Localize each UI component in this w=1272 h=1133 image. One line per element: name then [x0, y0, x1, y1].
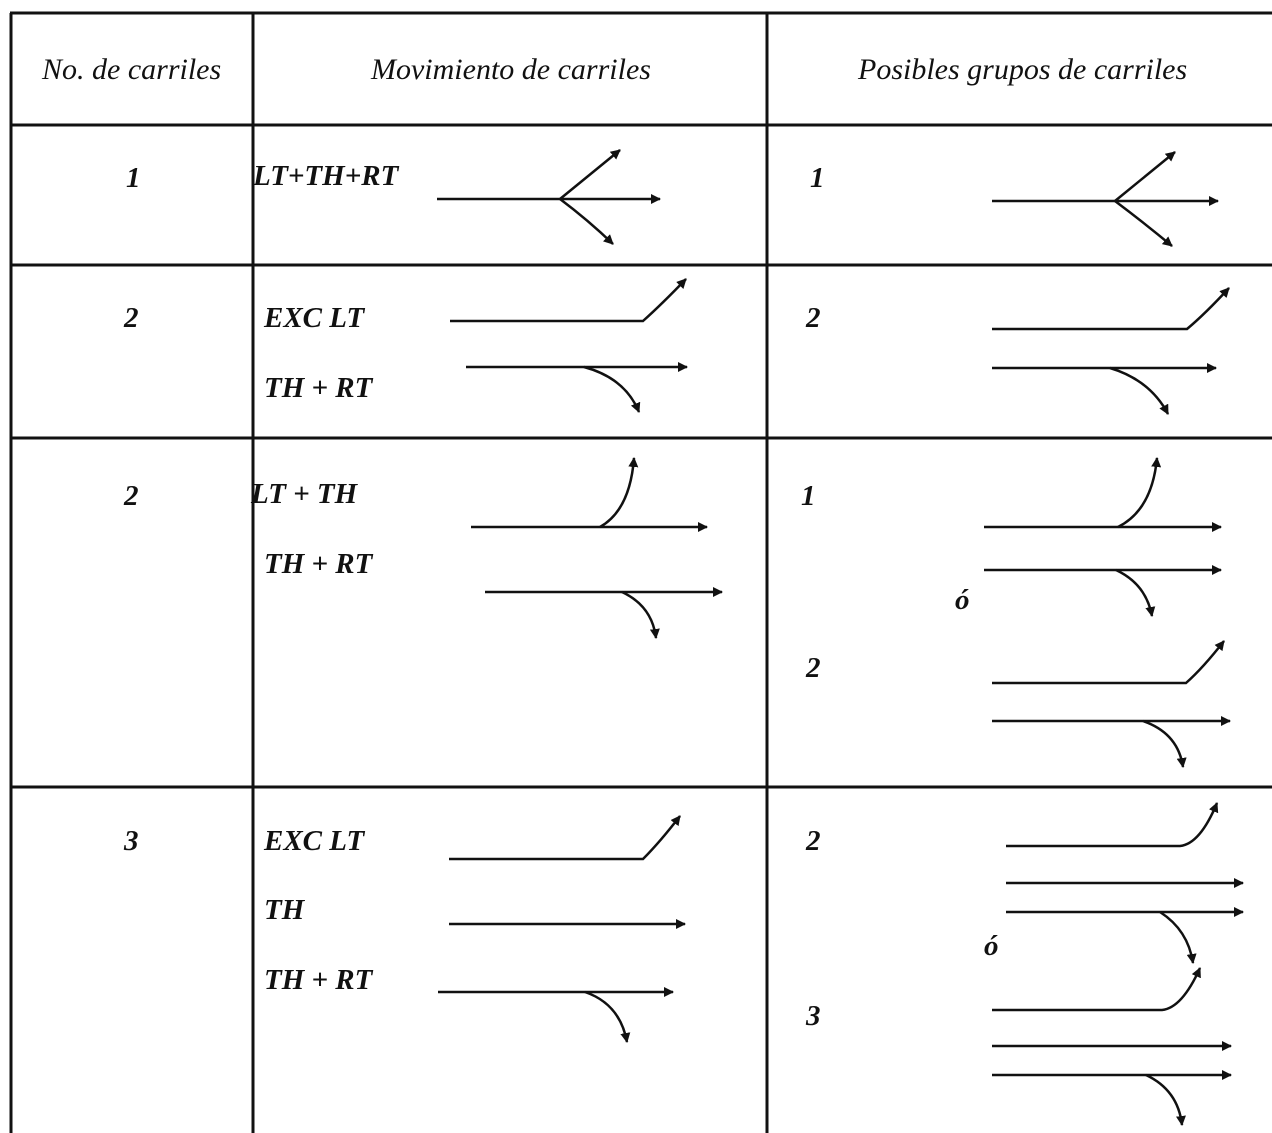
row-3-group-2: 2 — [806, 652, 821, 684]
row-4-or-label: ó — [984, 930, 999, 962]
group-arrow-th-rt — [992, 363, 1217, 415]
group-arrow-th-rt-4 — [992, 716, 1231, 768]
row-4-group-2: 3 — [806, 1000, 821, 1032]
row-1-group-1: 1 — [810, 162, 825, 194]
lane-arrows — [437, 149, 1244, 1126]
header-movement: Movimiento de carriles — [371, 53, 651, 86]
row-2-group-1: 2 — [806, 302, 821, 334]
row-1-movement-1: LT+TH+RT — [253, 160, 399, 192]
row-4-movement-2: TH — [264, 894, 305, 926]
row-4-movement-1: EXC LT — [264, 825, 365, 857]
row-3-group-1: 1 — [801, 480, 816, 512]
row-4-movement-3: TH + RT — [264, 964, 373, 996]
movement-arrow-lt-th — [471, 457, 708, 532]
row-2-movement-2: TH + RT — [264, 372, 373, 404]
table-grid — [9, 11, 1272, 1133]
row-4-group-1: 2 — [806, 825, 821, 857]
row-3-movement-2: TH + RT — [264, 548, 373, 580]
row-2-lanes: 2 — [124, 302, 139, 334]
movement-arrow-th-rt-2 — [485, 587, 723, 639]
group-arrow-exc-lt — [992, 287, 1230, 331]
row-3-or-label: ó — [955, 584, 970, 616]
movement-arrow-exc-lt — [450, 278, 687, 323]
movement-arrow-th-rt-5 — [438, 987, 674, 1043]
movement-arrow-th-rt — [466, 362, 688, 413]
group-arrow-exc-lt-3 — [992, 967, 1202, 1012]
movement-arrow-exc-lt-2 — [449, 815, 681, 861]
row-3-lanes: 2 — [124, 480, 139, 512]
group-arrow-exc-lt-2 — [1006, 802, 1219, 848]
group-arrow-lt-th — [984, 457, 1222, 532]
movement-arrow-lt-th-rt — [437, 149, 661, 245]
group-arrow-th-rt-3 — [984, 565, 1222, 617]
group-arrow-lt-3 — [992, 640, 1225, 685]
header-groups: Posibles grupos de carriles — [858, 53, 1188, 86]
header-lanes: No. de carriles — [42, 53, 222, 86]
row-3-movement-1: LT + TH — [251, 478, 358, 510]
row-2-movement-1: EXC LT — [264, 302, 365, 334]
group-arrow-lt-th-rt — [992, 151, 1219, 247]
group-arrow-th-rt-7 — [992, 1070, 1232, 1126]
row-1-lanes: 1 — [126, 162, 141, 194]
row-4-lanes: 3 — [124, 825, 139, 857]
group-arrow-th-rt-6 — [1006, 907, 1244, 964]
